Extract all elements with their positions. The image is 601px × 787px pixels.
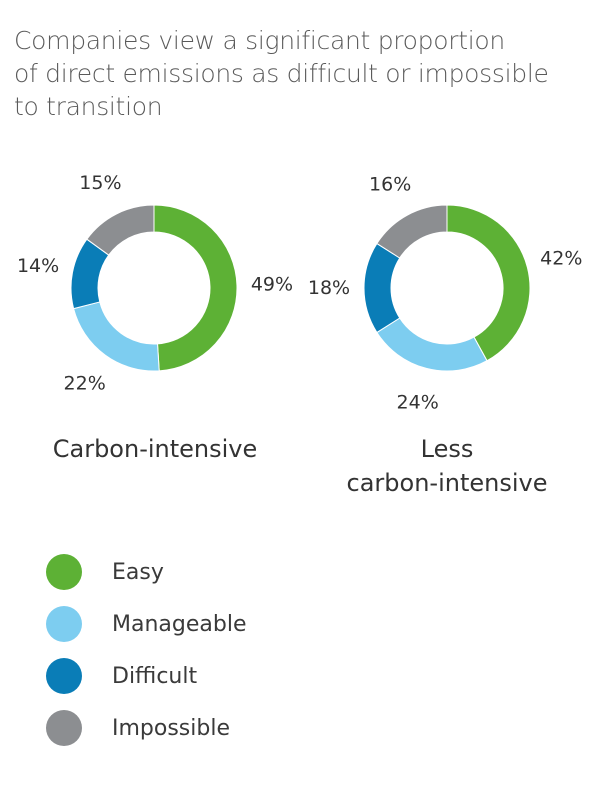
slice-carbon-intensive-easy <box>153 204 238 372</box>
legend-label-easy: Easy <box>112 559 164 585</box>
slice-carbon-intensive-impossible <box>86 204 155 256</box>
data-label-carbon-intensive-difficult: 14% <box>17 255 59 277</box>
donut-less-carbon-intensive: 42% 24% 18% 16% <box>308 174 583 414</box>
legend-item-impossible: Impossible <box>46 702 246 754</box>
legend-swatch-impossible <box>46 710 82 746</box>
data-label-less-carbon-intensive-manageable: 24% <box>397 391 439 413</box>
legend-item-difficult: Difficult <box>46 650 246 702</box>
donut-carbon-intensive: 49% 22% 14% 15% <box>17 172 293 395</box>
data-label-carbon-intensive-easy: 49% <box>251 273 293 295</box>
legend: Easy Manageable Difficult Impossible <box>46 546 246 754</box>
slice-less-carbon-intensive-easy <box>446 204 531 362</box>
legend-item-easy: Easy <box>46 546 246 598</box>
legend-label-impossible: Impossible <box>112 715 230 741</box>
slice-less-carbon-intensive-manageable <box>376 317 488 372</box>
data-label-less-carbon-intensive-easy: 42% <box>540 248 582 270</box>
chart-title: Companies view a significant proportion … <box>14 26 549 121</box>
legend-label-difficult: Difficult <box>112 663 198 689</box>
slice-less-carbon-intensive-difficult <box>363 242 401 334</box>
slice-less-carbon-intensive-impossible <box>376 204 448 259</box>
chart-name-less-carbon-intensive: Less carbon-intensive <box>346 435 548 497</box>
legend-item-manageable: Manageable <box>46 598 246 650</box>
data-label-carbon-intensive-manageable: 22% <box>64 372 106 394</box>
slice-carbon-intensive-manageable <box>72 301 160 372</box>
legend-label-manageable: Manageable <box>112 611 247 637</box>
data-label-carbon-intensive-impossible: 15% <box>79 172 121 194</box>
data-label-less-carbon-intensive-impossible: 16% <box>369 174 411 196</box>
chart-name-carbon-intensive: Carbon-intensive <box>52 435 258 463</box>
legend-swatch-difficult <box>46 658 82 694</box>
data-label-less-carbon-intensive-difficult: 18% <box>308 277 350 299</box>
legend-swatch-easy <box>46 554 82 590</box>
legend-swatch-manageable <box>46 606 82 642</box>
